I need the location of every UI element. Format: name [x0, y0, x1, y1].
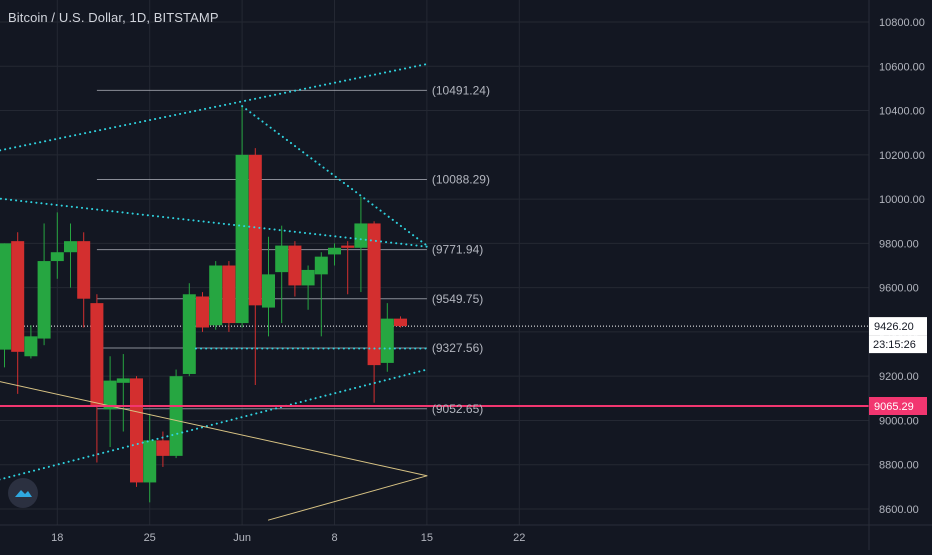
- chart-title: Bitcoin / U.S. Dollar, 1D, BITSTAMP: [8, 10, 219, 25]
- time-tick-label: 18: [51, 532, 63, 544]
- fib-level-label: (9771.94): [432, 243, 483, 257]
- current-price-label: 9426.20: [874, 321, 914, 333]
- candle-up: [328, 247, 341, 255]
- candle-down: [394, 318, 407, 327]
- price-tick-label: 10400.00: [879, 106, 925, 118]
- price-tick-label: 10200.00: [879, 150, 925, 162]
- price-tick-label: 10800.00: [879, 17, 925, 29]
- price-tick-label: 8600.00: [879, 504, 919, 516]
- time-tick-label: Jun: [233, 532, 251, 544]
- yellow-rising-line: [268, 475, 428, 521]
- candle-down: [130, 378, 143, 483]
- trendlines: [0, 63, 428, 521]
- candle-up: [24, 336, 38, 357]
- fib-level-label: (10491.24): [432, 83, 490, 97]
- candle-up: [37, 261, 51, 339]
- time-tick-label: 15: [421, 532, 433, 544]
- candle-down: [11, 241, 25, 352]
- price-tick-label: 9800.00: [879, 238, 919, 250]
- candle-down: [77, 241, 91, 299]
- upper-rising-trendline: [0, 63, 428, 152]
- yellow-falling-line: [0, 381, 428, 477]
- price-tick-label: 9000.00: [879, 415, 919, 427]
- candle-down: [248, 154, 262, 306]
- time-tick-label: 22: [513, 532, 525, 544]
- candle-up: [116, 378, 130, 383]
- candle-up: [169, 376, 183, 456]
- tradingview-logo[interactable]: [8, 478, 38, 508]
- time-tick-label: 8: [331, 532, 337, 544]
- candle-up: [143, 440, 157, 483]
- peak-falling-trendline: [241, 105, 428, 247]
- candle-down: [288, 245, 302, 286]
- candle-up: [50, 252, 64, 262]
- candle-up: [275, 245, 289, 273]
- fib-level-label: (9052.65): [432, 402, 483, 416]
- plot-area: [0, 63, 869, 521]
- current-price-badge: [869, 317, 927, 336]
- candles: [0, 106, 407, 503]
- candle-up: [64, 241, 77, 253]
- fib-level-label: (10088.29): [432, 173, 490, 187]
- candle-up: [380, 318, 394, 363]
- candle-down: [222, 265, 236, 324]
- price-tick-label: 9200.00: [879, 371, 919, 383]
- cloud-icon: [15, 490, 32, 497]
- candle-up: [103, 380, 117, 410]
- fib-level-label: (9549.75): [432, 292, 483, 306]
- price-tick-label: 10000.00: [879, 194, 925, 206]
- candle-down: [367, 223, 381, 366]
- candle-up: [209, 265, 223, 326]
- candle-up: [354, 223, 368, 248]
- price-tick-label: 8800.00: [879, 460, 919, 472]
- candle-down: [90, 303, 104, 405]
- upper-falling-trendline: [0, 197, 428, 248]
- fib-level-label: (9327.56): [432, 341, 483, 355]
- candle-down: [156, 440, 170, 456]
- price-tick-label: 9600.00: [879, 283, 919, 295]
- candle-up: [182, 294, 196, 374]
- candle-up: [314, 256, 328, 275]
- price-tick-label: 10600.00: [879, 61, 925, 73]
- countdown-badge: [869, 335, 927, 354]
- time-tick-label: 25: [144, 532, 156, 544]
- candle-up: [235, 154, 249, 324]
- candle-down: [196, 296, 209, 328]
- countdown-label: 23:15:26: [873, 339, 916, 351]
- marker-price-label: 9065.29: [874, 401, 914, 413]
- candle-up: [301, 269, 315, 286]
- candle-down: [341, 245, 355, 248]
- marker-price-badge: [869, 397, 927, 416]
- candle-up: [262, 274, 275, 308]
- candle-up: [0, 243, 11, 350]
